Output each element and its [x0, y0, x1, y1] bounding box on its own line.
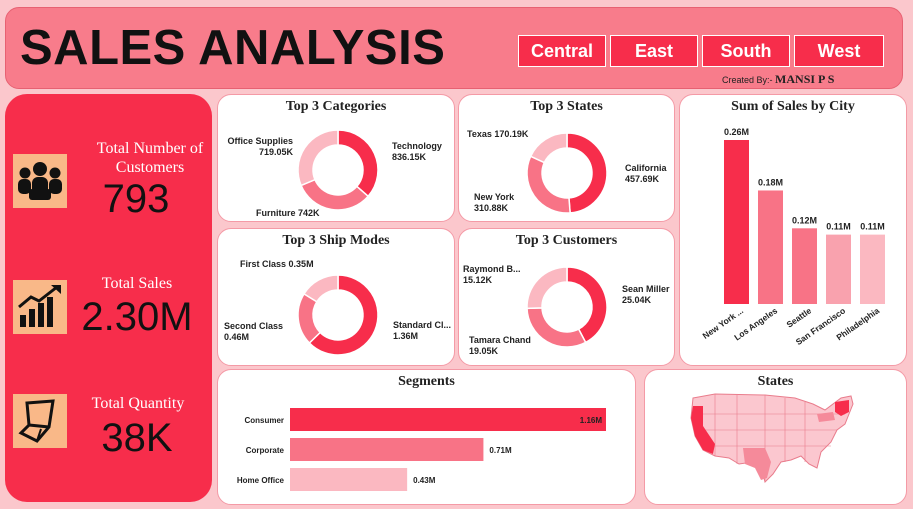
- chart-title-map: States: [757, 374, 794, 389]
- card-top-customers: Top 3 Customers Sean Miller 25.04K Tamara…: [458, 228, 675, 366]
- slice-label-second-class: Second Class 0.46M: [224, 321, 284, 343]
- kpi-sales-label: Total Sales: [101, 275, 173, 292]
- bar-seattle[interactable]: [792, 228, 817, 304]
- state-pennsylvania[interactable]: [817, 412, 835, 422]
- state-borders: [693, 394, 845, 482]
- bar-new-york[interactable]: [724, 140, 749, 304]
- donut-categories: [297, 129, 379, 211]
- page-title: SALES ANALYSIS: [20, 21, 446, 75]
- segment-axis-label: Consumer: [244, 416, 284, 425]
- state-new-york[interactable]: [835, 400, 849, 416]
- chart-title-categories: Top 3 Categories: [285, 99, 387, 114]
- kpi-quantity-value: 38K: [101, 416, 173, 460]
- chart-title-states: Top 3 States: [530, 99, 603, 114]
- slice-label-california: California 457.69K: [625, 163, 667, 185]
- sales-growth-icon: [13, 280, 67, 334]
- card-top-ship-modes: Top 3 Ship Modes Standard Cl... 1.36M Sec…: [217, 228, 455, 366]
- segment-axis-label: Corporate: [246, 446, 285, 455]
- region-slicer: Central East South West: [518, 35, 884, 67]
- card-states-map: States: [644, 369, 907, 505]
- slice-label-standard-class: Standard Cl... 1.36M: [393, 320, 452, 342]
- card-segments: Segments Consumer 1.16M Corporate 0.71M Home…: [217, 369, 636, 505]
- region-button-south[interactable]: South: [702, 35, 790, 67]
- state-texas[interactable]: [743, 448, 771, 480]
- slice-label-tamara-chand: Tamara Chand 19.05K: [469, 335, 531, 357]
- kpi-customers-value: 793: [102, 177, 170, 221]
- region-button-central[interactable]: Central: [518, 35, 606, 67]
- bar-value-label: 0.11M: [860, 222, 885, 232]
- bar-philadelphia[interactable]: [860, 234, 885, 304]
- segment-bar-corporate[interactable]: [290, 438, 484, 461]
- chart-title-ship-modes: Top 3 Ship Modes: [282, 233, 390, 248]
- donut-slice-new-york[interactable]: [526, 155, 571, 214]
- bar-value-label: 0.18M: [758, 177, 783, 187]
- chart-title-city: Sum of Sales by City: [731, 99, 855, 114]
- donut-ship-modes: [297, 274, 379, 356]
- donut-slice-tamara-chand[interactable]: [526, 307, 587, 348]
- donut-slice-office-supplies[interactable]: [297, 129, 339, 187]
- slice-label-office-supplies: Office Supplies 719.05K: [227, 136, 293, 158]
- quantity-box-icon: [13, 394, 67, 448]
- segment-value-label: 1.16M: [580, 416, 603, 425]
- segment-bar-home-office[interactable]: [290, 468, 408, 491]
- author-name: MANSI P S: [775, 72, 835, 86]
- header-bar: SALES ANALYSIS Central East South West C…: [5, 7, 903, 89]
- kpi-panel: Total Number of Customers 793 Total Sale…: [5, 94, 212, 502]
- card-sales-by-city: Sum of Sales by City 0.26M New York ... 0.…: [679, 94, 907, 366]
- segment-value-label: 0.43M: [413, 476, 436, 485]
- us-states-map[interactable]: [645, 370, 907, 505]
- kpi-sales-value: 2.30M: [81, 295, 193, 339]
- bar-chart-segments: Consumer 1.16M Corporate 0.71M Home Office 0.…: [237, 408, 606, 491]
- kpi-quantity-label: Total Quantity: [91, 395, 185, 412]
- state-california[interactable]: [691, 406, 715, 454]
- bar-san-francisco[interactable]: [826, 234, 851, 304]
- slice-label-furniture: Furniture 742K: [256, 208, 320, 218]
- bar-value-label: 0.11M: [826, 222, 851, 232]
- donut-slice-standard-cl[interactable]: [308, 274, 379, 356]
- us-states-base: [690, 393, 854, 483]
- segment-value-label: 0.71M: [489, 446, 512, 455]
- kpi-customers-label: Total Number of Customers: [96, 140, 204, 177]
- donut-slice-california[interactable]: [566, 132, 608, 214]
- chart-title-customers: Top 3 Customers: [515, 233, 618, 248]
- slice-label-technology: Technology 836.15K: [392, 141, 442, 163]
- donut-slice-first-class[interactable]: [303, 274, 339, 303]
- slice-label-new-york: New York 310.88K: [474, 192, 515, 214]
- customers-icon: [13, 154, 67, 208]
- bar-value-label: 0.26M: [724, 127, 749, 137]
- created-by: Created By:- MANSI P S: [722, 72, 834, 87]
- bar-los-angeles[interactable]: [758, 190, 783, 304]
- donut-slice-technology[interactable]: [337, 129, 379, 198]
- chart-title-segments: Segments: [398, 374, 455, 389]
- card-top-states: Top 3 States California 457.69K New York 3…: [458, 94, 675, 222]
- city-axis-label: Seattle: [785, 305, 814, 329]
- segment-bar-consumer[interactable]: [290, 408, 606, 431]
- donut-slice-raymond-b[interactable]: [526, 266, 568, 310]
- slice-label-raymond-b: Raymond B... 15.12K: [463, 264, 521, 286]
- segment-axis-label: Home Office: [237, 476, 285, 485]
- donut-slice-sean-miller[interactable]: [566, 266, 608, 344]
- donut-customers: [526, 266, 608, 348]
- bar-value-label: 0.12M: [792, 215, 817, 225]
- region-button-west[interactable]: West: [794, 35, 884, 67]
- slice-label-sean-miller: Sean Miller 25.04K: [622, 284, 670, 306]
- slice-label-texas: Texas 170.19K: [467, 129, 529, 139]
- donut-slice-texas[interactable]: [529, 132, 568, 164]
- created-by-prefix: Created By:-: [722, 75, 773, 85]
- donut-states: [526, 132, 608, 214]
- slice-label-first-class: First Class 0.35M: [240, 259, 314, 269]
- card-top-categories: Top 3 Categories Technology 836.15K Furni…: [217, 94, 455, 222]
- region-button-east[interactable]: East: [610, 35, 698, 67]
